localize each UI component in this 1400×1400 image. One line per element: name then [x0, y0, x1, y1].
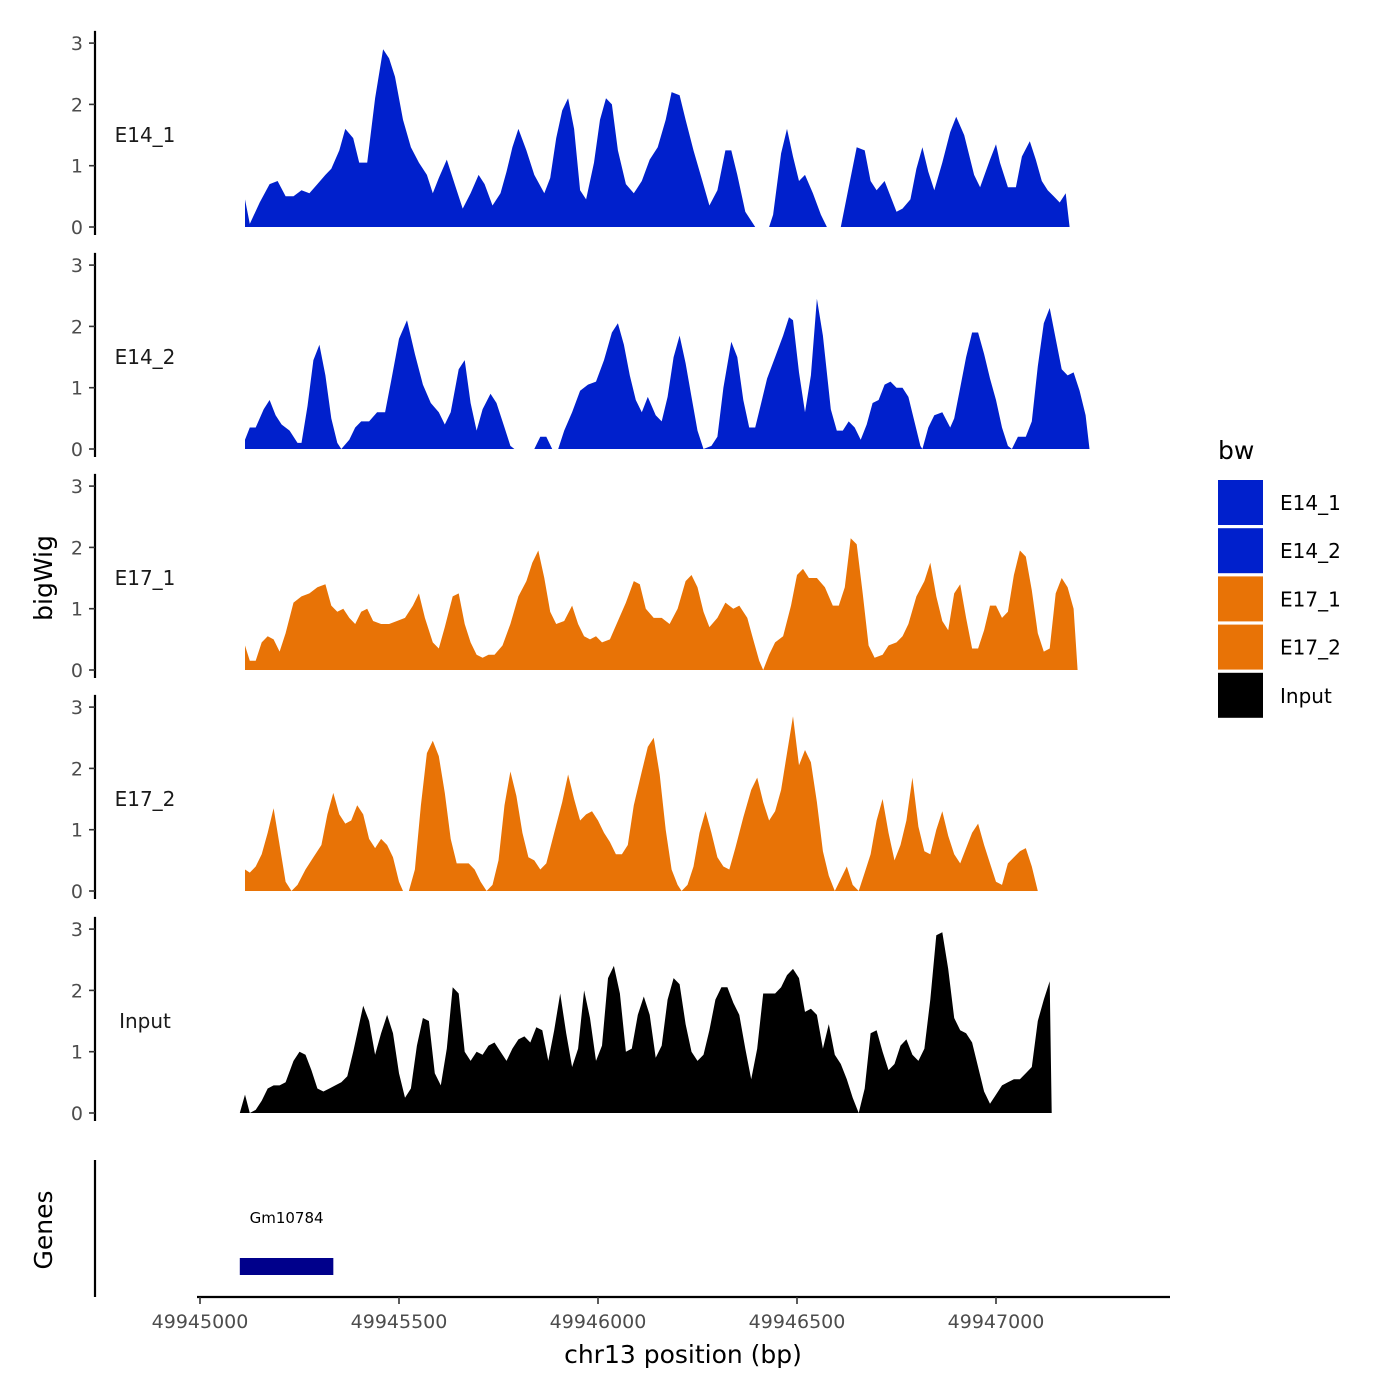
track-panels: 0 1 2 3 E14_1 0 1 2 3 E14_2 0 1 2 3 E17_1 0 1 2 3 E17_2 0 1 2 3…: [71, 30, 1090, 1125]
y-tick-label: 1: [71, 156, 83, 178]
legend-label: E14_2: [1280, 539, 1341, 563]
track-panel-e14-2: 0 1 2 3 E14_2: [71, 252, 1090, 461]
legend-title: bw: [1218, 436, 1254, 465]
y-tick-label: 3: [71, 255, 83, 277]
gene-body: [239, 1258, 334, 1275]
track-panel-input: 0 1 2 3 Input: [71, 916, 1052, 1125]
y-tick-label: 3: [71, 33, 83, 55]
y-tick-label: 0: [71, 217, 83, 239]
track-label: E14_1: [115, 123, 176, 147]
legend-label: E14_1: [1280, 491, 1341, 515]
y-tick-label: 3: [71, 919, 83, 941]
coverage-area-input: [239, 932, 1052, 1113]
y-tick-label: 1: [71, 599, 83, 621]
track-label: E17_1: [115, 566, 176, 590]
track-panel-e17-2: 0 1 2 3 E17_2: [71, 694, 1038, 903]
track-panel-e17-1: 0 1 2 3 E17_1: [71, 473, 1078, 682]
y-tick-label: 2: [71, 980, 83, 1002]
track-label: E17_2: [115, 787, 176, 811]
y-tick-label: 2: [71, 758, 83, 780]
x-axis-title: chr13 position (bp): [564, 1340, 802, 1369]
y-tick-label: 3: [71, 476, 83, 498]
coverage-area-e17-1: [245, 538, 1078, 670]
track-label: Input: [119, 1009, 171, 1033]
legend-label: Input: [1280, 684, 1332, 708]
legend-key: [1218, 624, 1263, 670]
y-tick-label: 2: [71, 537, 83, 559]
legend-key: [1218, 528, 1263, 574]
y-tick-label: 0: [71, 439, 83, 461]
legend: bw E14_1 E14_2 E17_1 E17_2 Input: [1218, 436, 1341, 718]
genes-axis-title: Genes: [29, 1190, 58, 1269]
y-tick-label: 0: [71, 1103, 83, 1125]
x-tick-label: 49945500: [351, 1311, 448, 1333]
track-panel-e14-1: 0 1 2 3 E14_1: [71, 30, 1070, 239]
x-axis: 49945000 49945500 49946000 49946500 49947000: [152, 1295, 1170, 1333]
legend-label: E17_2: [1280, 636, 1341, 660]
track-label: E14_2: [115, 345, 176, 369]
y-axis-title: bigWig: [29, 535, 58, 621]
legend-label: E17_1: [1280, 587, 1341, 611]
y-tick-label: 0: [71, 881, 83, 903]
coverage-area-e14-2: [245, 298, 1090, 449]
y-tick-label: 1: [71, 378, 83, 400]
gene-label: Gm10784: [250, 1209, 324, 1227]
y-tick-label: 1: [71, 820, 83, 842]
x-tick-label: 49946000: [550, 1311, 647, 1333]
y-tick-label: 1: [71, 1042, 83, 1064]
genes-panel: Gm10784: [93, 1160, 334, 1297]
x-tick-label: 49946500: [749, 1311, 846, 1333]
coverage-area-e17-2: [245, 716, 1038, 891]
x-tick-label: 49947000: [948, 1311, 1045, 1333]
y-tick-label: 2: [71, 316, 83, 338]
legend-key: [1218, 672, 1263, 718]
coverage-area-e14-1: [245, 49, 1070, 228]
y-tick-label: 2: [71, 94, 83, 116]
y-tick-label: 3: [71, 697, 83, 719]
x-tick-label: 49945000: [152, 1311, 249, 1333]
legend-key: [1218, 576, 1263, 622]
legend-key: [1218, 480, 1263, 525]
y-tick-label: 0: [71, 660, 83, 682]
